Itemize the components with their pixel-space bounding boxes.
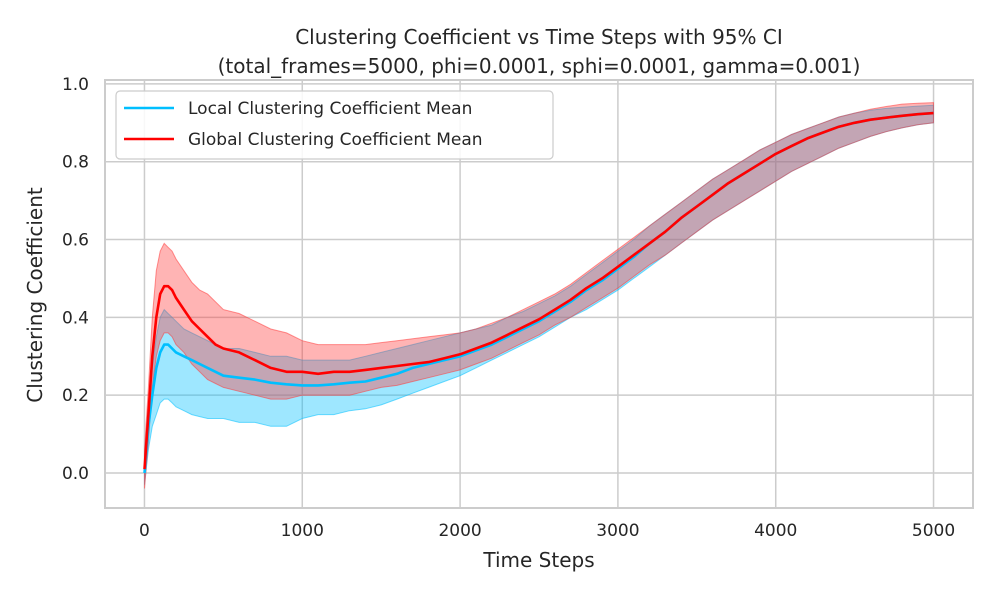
series-line-global (143, 111, 934, 470)
y-tick-label: 0.8 (62, 153, 89, 173)
chart-title: Clustering Coefficient vs Time Steps wit… (295, 25, 783, 49)
x-tick-label: 1000 (281, 521, 324, 541)
legend-entry: Global Clustering Coefficient Mean (188, 130, 483, 150)
y-tick-label: 0.6 (62, 231, 89, 251)
plot-frame (104, 79, 974, 509)
x-tick-label: 4000 (754, 521, 797, 541)
legend-entry: Local Clustering Coefficient Mean (188, 99, 472, 119)
x-tick-label: 2000 (438, 521, 481, 541)
x-tick-label: 3000 (596, 521, 639, 541)
x-tick-label: 5000 (912, 521, 955, 541)
legend-box (115, 90, 554, 160)
x-axis-label: Time Steps (482, 548, 594, 572)
y-tick-label: 0.2 (62, 386, 89, 406)
x-tick-label: 0 (139, 521, 150, 541)
y-tick-label: 0.4 (62, 308, 89, 328)
y-tick-label: 1.0 (62, 75, 89, 95)
ci-band-global (144, 102, 934, 489)
chart-subtitle: (total_frames=5000, phi=0.0001, sphi=0.0… (218, 54, 861, 78)
legend: Local Clustering Coefficient Mean Global … (115, 90, 554, 160)
y-axis-label: Clustering Coefficient (23, 187, 47, 403)
y-tick-label: 0.0 (62, 464, 89, 484)
